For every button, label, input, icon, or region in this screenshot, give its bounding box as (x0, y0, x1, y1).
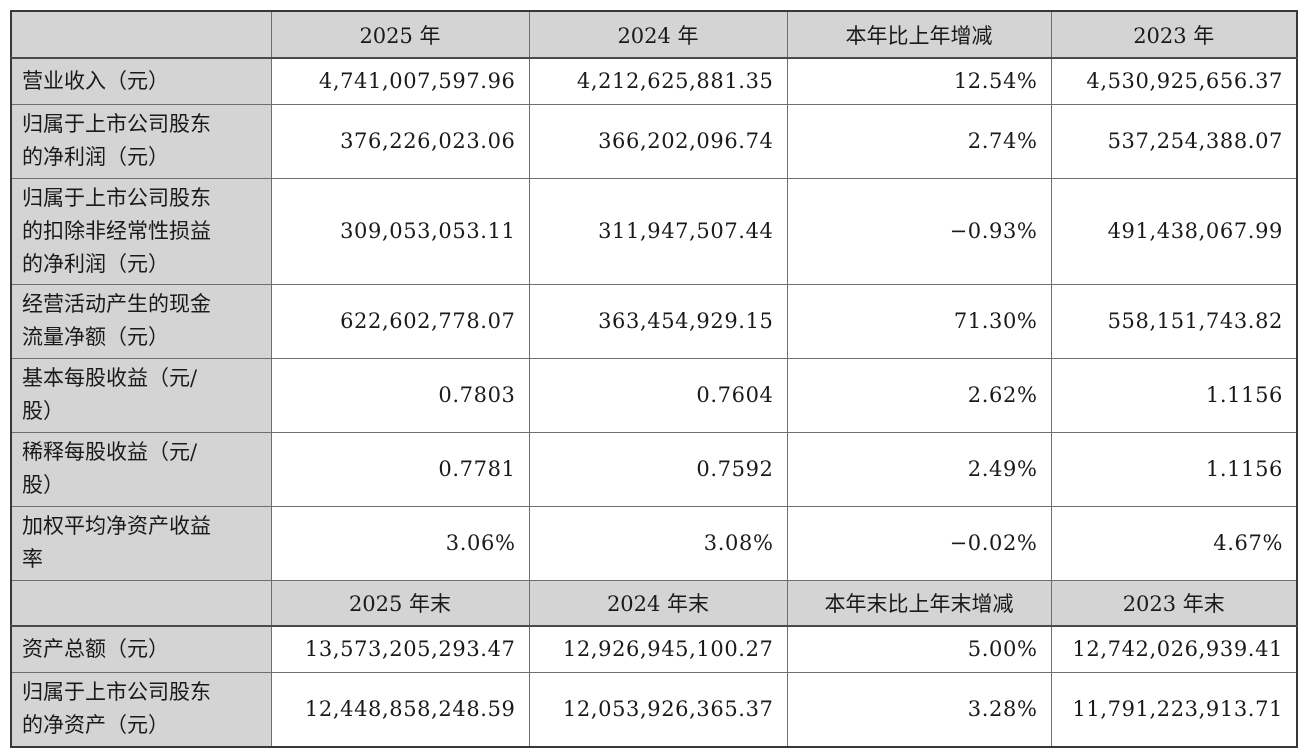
metric-value-change: 2.49% (786, 431, 1052, 507)
table-row-net-profit-excl-nonrecurring: 归属于上市公司股东 的扣除非经常性损益 的净利润（元） 309,053,053.… (10, 177, 1298, 285)
col-header-2023-end: 2023 年末 (1050, 579, 1298, 627)
col-header-yoy-change: 本年比上年增减 (786, 10, 1052, 59)
metric-label: 基本每股收益（元/ 股） (10, 357, 272, 433)
metric-label: 加权平均净资产收益 率 (10, 505, 272, 581)
metric-value-2025: 4,741,007,597.96 (270, 57, 530, 105)
col-header-2023: 2023 年 (1050, 10, 1298, 59)
metric-value-2023: 537,254,388.07 (1050, 103, 1298, 179)
metric-value-2025: 3.06% (270, 505, 530, 581)
metric-value-2023: 1.1156 (1050, 357, 1298, 433)
table-row-revenue: 营业收入（元） 4,741,007,597.96 4,212,625,881.3… (10, 57, 1298, 105)
metric-label: 经营活动产生的现金 流量净额（元） (10, 283, 272, 359)
metric-value-2024: 4,212,625,881.35 (528, 57, 788, 105)
table-row-operating-cash-flow: 经营活动产生的现金 流量净额（元） 622,602,778.07 363,454… (10, 283, 1298, 359)
metric-value-2024: 366,202,096.74 (528, 103, 788, 179)
table-row-total-assets: 资产总额（元） 13,573,205,293.47 12,926,945,100… (10, 625, 1298, 673)
metric-label: 稀释每股收益（元/ 股） (10, 431, 272, 507)
metric-label: 归属于上市公司股东 的扣除非经常性损益 的净利润（元） (10, 177, 272, 285)
table-row-basic-eps: 基本每股收益（元/ 股） 0.7803 0.7604 2.62% 1.1156 (10, 357, 1298, 433)
metric-value-change: 12.54% (786, 57, 1052, 105)
metric-label: 资产总额（元） (10, 625, 272, 673)
metric-value-change: 71.30% (786, 283, 1052, 359)
metric-value-2025: 622,602,778.07 (270, 283, 530, 359)
col-header-2024-end: 2024 年末 (528, 579, 788, 627)
metric-value-2024: 12,053,926,365.37 (528, 671, 788, 748)
col-header-2024: 2024 年 (528, 10, 788, 59)
metric-value-2024: 0.7604 (528, 357, 788, 433)
table-header-annual: 2025 年 2024 年 本年比上年增减 2023 年 (10, 10, 1298, 59)
metric-value-2023: 4.67% (1050, 505, 1298, 581)
metric-value-2025: 376,226,023.06 (270, 103, 530, 179)
metric-value-2023: 4,530,925,656.37 (1050, 57, 1298, 105)
corner-cell (10, 579, 272, 627)
metric-value-2024: 3.08% (528, 505, 788, 581)
metric-value-2024: 363,454,929.15 (528, 283, 788, 359)
table-row-net-assets: 归属于上市公司股东 的净资产（元） 12,448,858,248.59 12,0… (10, 671, 1298, 748)
metric-value-change: 3.28% (786, 671, 1052, 748)
col-header-2025: 2025 年 (270, 10, 530, 59)
metric-value-2024: 12,926,945,100.27 (528, 625, 788, 673)
metric-value-2024: 0.7592 (528, 431, 788, 507)
metric-value-2023: 11,791,223,913.71 (1050, 671, 1298, 748)
metric-value-2025: 0.7781 (270, 431, 530, 507)
key-financials-table: 2025 年 2024 年 本年比上年增减 2023 年 营业收入（元） 4,7… (10, 10, 1298, 748)
table-row-net-profit: 归属于上市公司股东 的净利润（元） 376,226,023.06 366,202… (10, 103, 1298, 179)
metric-label: 归属于上市公司股东 的净资产（元） (10, 671, 272, 748)
metric-value-change: 2.74% (786, 103, 1052, 179)
table-row-diluted-eps: 稀释每股收益（元/ 股） 0.7781 0.7592 2.49% 1.1156 (10, 431, 1298, 507)
metric-value-change: 2.62% (786, 357, 1052, 433)
metric-value-2024: 311,947,507.44 (528, 177, 788, 285)
col-header-end-change: 本年末比上年末增减 (786, 579, 1052, 627)
metric-value-2023: 1.1156 (1050, 431, 1298, 507)
metric-value-2023: 12,742,026,939.41 (1050, 625, 1298, 673)
metric-value-2025: 12,448,858,248.59 (270, 671, 530, 748)
metric-value-change: −0.02% (786, 505, 1052, 581)
metric-value-2023: 491,438,067.99 (1050, 177, 1298, 285)
metric-value-change: 5.00% (786, 625, 1052, 673)
metric-value-2025: 309,053,053.11 (270, 177, 530, 285)
metric-label: 归属于上市公司股东 的净利润（元） (10, 103, 272, 179)
metric-value-2025: 13,573,205,293.47 (270, 625, 530, 673)
corner-cell (10, 10, 272, 59)
table-row-weighted-avg-roe: 加权平均净资产收益 率 3.06% 3.08% −0.02% 4.67% (10, 505, 1298, 581)
metric-label: 营业收入（元） (10, 57, 272, 105)
metric-value-change: −0.93% (786, 177, 1052, 285)
table-header-period-end: 2025 年末 2024 年末 本年末比上年末增减 2023 年末 (10, 579, 1298, 627)
metric-value-2025: 0.7803 (270, 357, 530, 433)
col-header-2025-end: 2025 年末 (270, 579, 530, 627)
metric-value-2023: 558,151,743.82 (1050, 283, 1298, 359)
